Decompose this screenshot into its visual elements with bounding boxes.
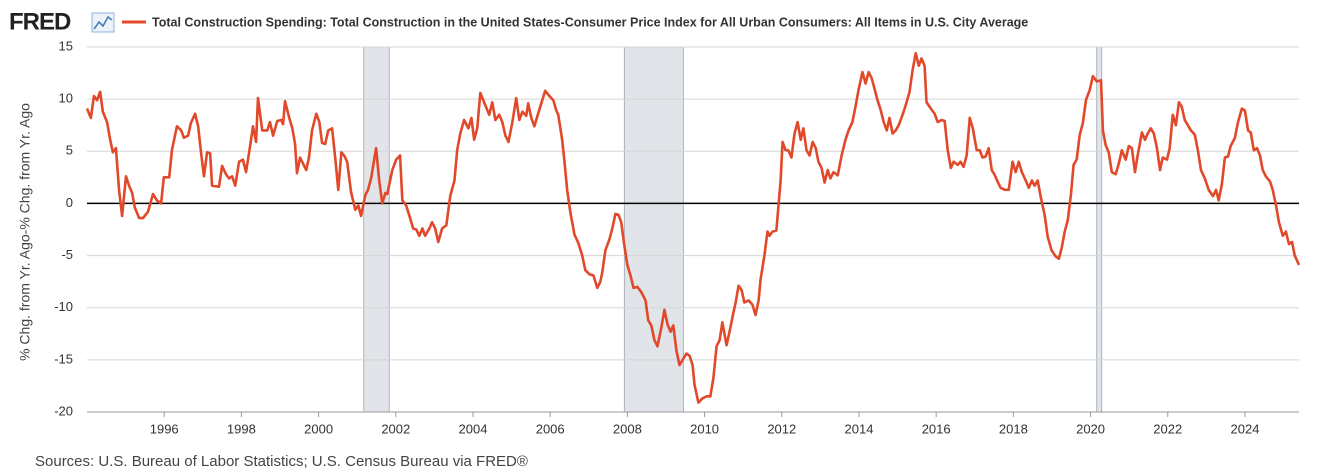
x-tick-label: 1998 (227, 421, 256, 436)
legend-label: Total Construction Spending: Total Const… (152, 15, 1028, 29)
x-tick-label: 2020 (1076, 421, 1105, 436)
x-tick-label: 2010 (690, 421, 719, 436)
x-tick-label: 2014 (845, 421, 874, 436)
x-tick-label: 2008 (613, 421, 642, 436)
y-tick-label: -15 (54, 351, 73, 366)
recession-band (363, 46, 390, 413)
x-tick-label: 2022 (1153, 421, 1182, 436)
x-tick-label: 2012 (767, 421, 796, 436)
y-tick-label: -20 (54, 403, 73, 418)
y-tick-label: 0 (66, 195, 73, 210)
y-tick-label: 5 (66, 143, 73, 158)
brand-logo: FRED (9, 8, 71, 35)
y-tick-label: -5 (61, 247, 73, 262)
x-tick-label: 1996 (150, 421, 179, 436)
y-tick-label: 15 (59, 38, 73, 53)
x-tick-label: 2016 (922, 421, 951, 436)
brand-icon (91, 12, 115, 33)
y-tick-label: -10 (54, 299, 73, 314)
x-tick-label: 2002 (381, 421, 410, 436)
recession-band (623, 46, 684, 413)
x-tick-label: 2006 (536, 421, 565, 436)
data-line (85, 51, 1301, 404)
x-tick-label: 2000 (304, 421, 333, 436)
y-tick-label: 10 (59, 91, 73, 106)
x-tick-label: 2018 (999, 421, 1028, 436)
source-note: Sources: U.S. Bureau of Labor Statistics… (35, 453, 528, 470)
x-tick-label: 2024 (1231, 421, 1260, 436)
x-tick-label: 2004 (459, 421, 488, 436)
y-axis-label: % Chg. from Yr. Ago-% Chg. from Yr. Ago (17, 103, 33, 361)
